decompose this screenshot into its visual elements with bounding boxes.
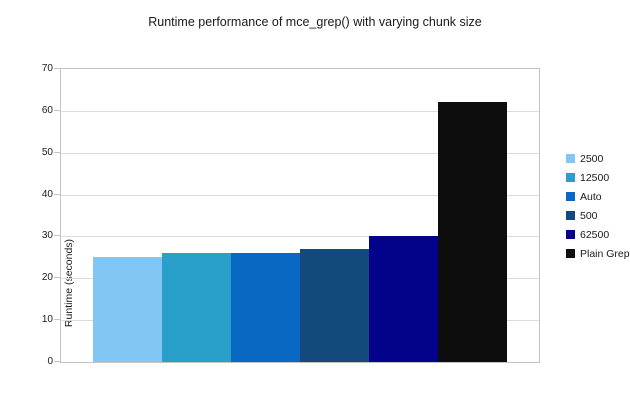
y-tick-mark — [54, 109, 60, 111]
gridline — [61, 236, 539, 238]
legend-item: Auto — [566, 187, 630, 206]
bar-500 — [300, 249, 369, 362]
y-axis-label: Runtime (seconds) — [63, 238, 75, 328]
y-tick-label: 70 — [41, 63, 53, 74]
legend-item: Plain Grep — [566, 244, 630, 263]
bar-plain-grep — [438, 102, 507, 362]
legend-item: 2500 — [566, 149, 630, 168]
legend-swatch-icon — [566, 230, 575, 239]
bar-2500 — [93, 257, 162, 362]
y-tick-mark — [54, 277, 60, 279]
legend-swatch-icon — [566, 192, 575, 201]
legend-label: 62500 — [580, 228, 610, 241]
y-tick-label: 10 — [41, 314, 53, 326]
legend-label: 12500 — [580, 171, 610, 184]
legend-label: Auto — [580, 190, 602, 203]
legend-item: 500 — [566, 206, 630, 225]
bar-62500 — [369, 236, 438, 362]
legend-item: 12500 — [566, 168, 630, 187]
gridline — [61, 194, 539, 196]
y-tick-mark — [54, 68, 60, 69]
legend-item: 62500 — [566, 225, 630, 244]
y-tick-mark — [54, 361, 60, 362]
chart-title: Runtime performance of mce_grep() with v… — [148, 15, 482, 29]
legend: 2500 12500 Auto 500 62500 Plain Grep — [566, 149, 630, 263]
y-tick-label: 30 — [41, 230, 53, 242]
y-tick-mark — [54, 235, 60, 237]
legend-swatch-icon — [566, 154, 575, 163]
legend-label: 2500 — [580, 152, 604, 165]
legend-swatch-icon — [566, 249, 575, 258]
legend-label: 500 — [580, 209, 598, 222]
y-tick-mark — [54, 193, 60, 195]
y-tick-label: 0 — [47, 356, 53, 367]
plot-area: Runtime (seconds) Chunk Size — [60, 68, 540, 363]
legend-swatch-icon — [566, 211, 575, 220]
y-tick-label: 20 — [41, 272, 53, 284]
bar-auto — [231, 253, 300, 362]
y-tick-label: 40 — [41, 188, 53, 200]
gridline — [61, 152, 539, 154]
y-tick-label: 60 — [41, 104, 53, 116]
y-tick-mark — [54, 319, 60, 321]
y-tick-label: 50 — [41, 146, 53, 158]
legend-label: Plain Grep — [580, 247, 630, 260]
bar-12500 — [162, 253, 231, 362]
y-tick-mark — [54, 151, 60, 153]
legend-swatch-icon — [566, 173, 575, 182]
gridline — [61, 110, 539, 112]
